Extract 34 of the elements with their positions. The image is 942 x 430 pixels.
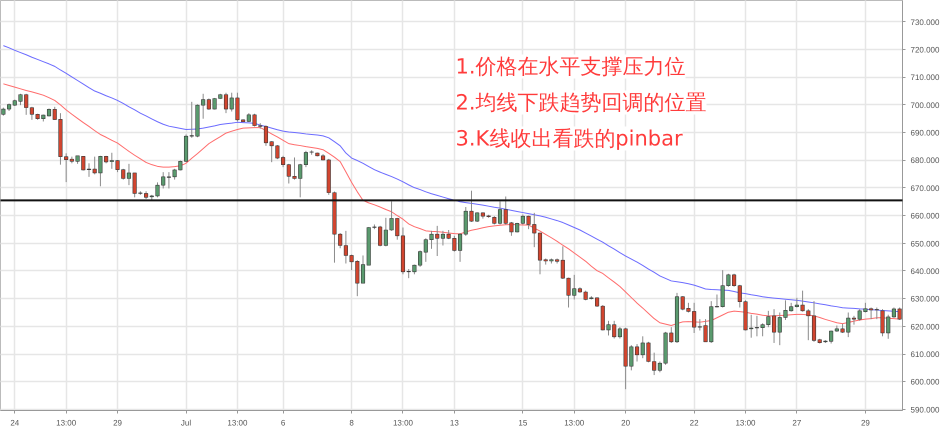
x-tick-label: 22 (690, 418, 700, 428)
y-tick-label: 720.000 (910, 46, 940, 54)
y-tick-label: 700.000 (910, 100, 940, 110)
annotation: 1.价格在水平支撑压力位 (456, 54, 686, 78)
x-tick-label: 15 (518, 418, 528, 428)
y-tick-label: 730.000 (910, 18, 940, 27)
y-tick-label: 610.000 (910, 350, 940, 360)
x-tick-label: 20 (621, 418, 631, 428)
y-tick-label: 630.000 (910, 294, 940, 304)
annotation: 2.均线下跌趋势回调的位置 (456, 90, 707, 114)
y-tick-label: 600.000 (910, 378, 940, 387)
y-tick-label: 620.000 (910, 322, 940, 332)
y-tick-label: 650.000 (910, 239, 940, 248)
x-tick-label: 13:00 (392, 418, 414, 428)
x-tick-label: 24 (10, 418, 20, 428)
y-tick-label: 670.000 (910, 184, 940, 193)
x-tick-label: 13 (450, 418, 460, 428)
y-tick-label: 710.000 (910, 73, 940, 82)
y-tick-label: 590.000 (910, 405, 940, 414)
x-tick-label: 6 (280, 418, 286, 428)
x-tick-label: 13:00 (735, 418, 756, 428)
x-tick-label: 13:00 (564, 418, 585, 428)
x-tick-label: Jul (180, 418, 192, 428)
x-tick-label: 13:00 (56, 418, 77, 428)
x-tick-label: 13:00 (227, 418, 248, 428)
x-tick-label: 8 (349, 418, 354, 428)
annotation: 3.K线收出看跌的pinbar (456, 126, 683, 150)
y-tick-label: 690.000 (910, 128, 940, 138)
x-tick-label: 29 (113, 418, 123, 428)
y-tick-label: 660.000 (910, 212, 940, 221)
y-tick-label: 680.000 (910, 156, 940, 166)
x-tick-label: 27 (792, 418, 802, 428)
x-tick-label: 29 (860, 418, 870, 428)
y-tick-label: 640.000 (910, 266, 940, 276)
